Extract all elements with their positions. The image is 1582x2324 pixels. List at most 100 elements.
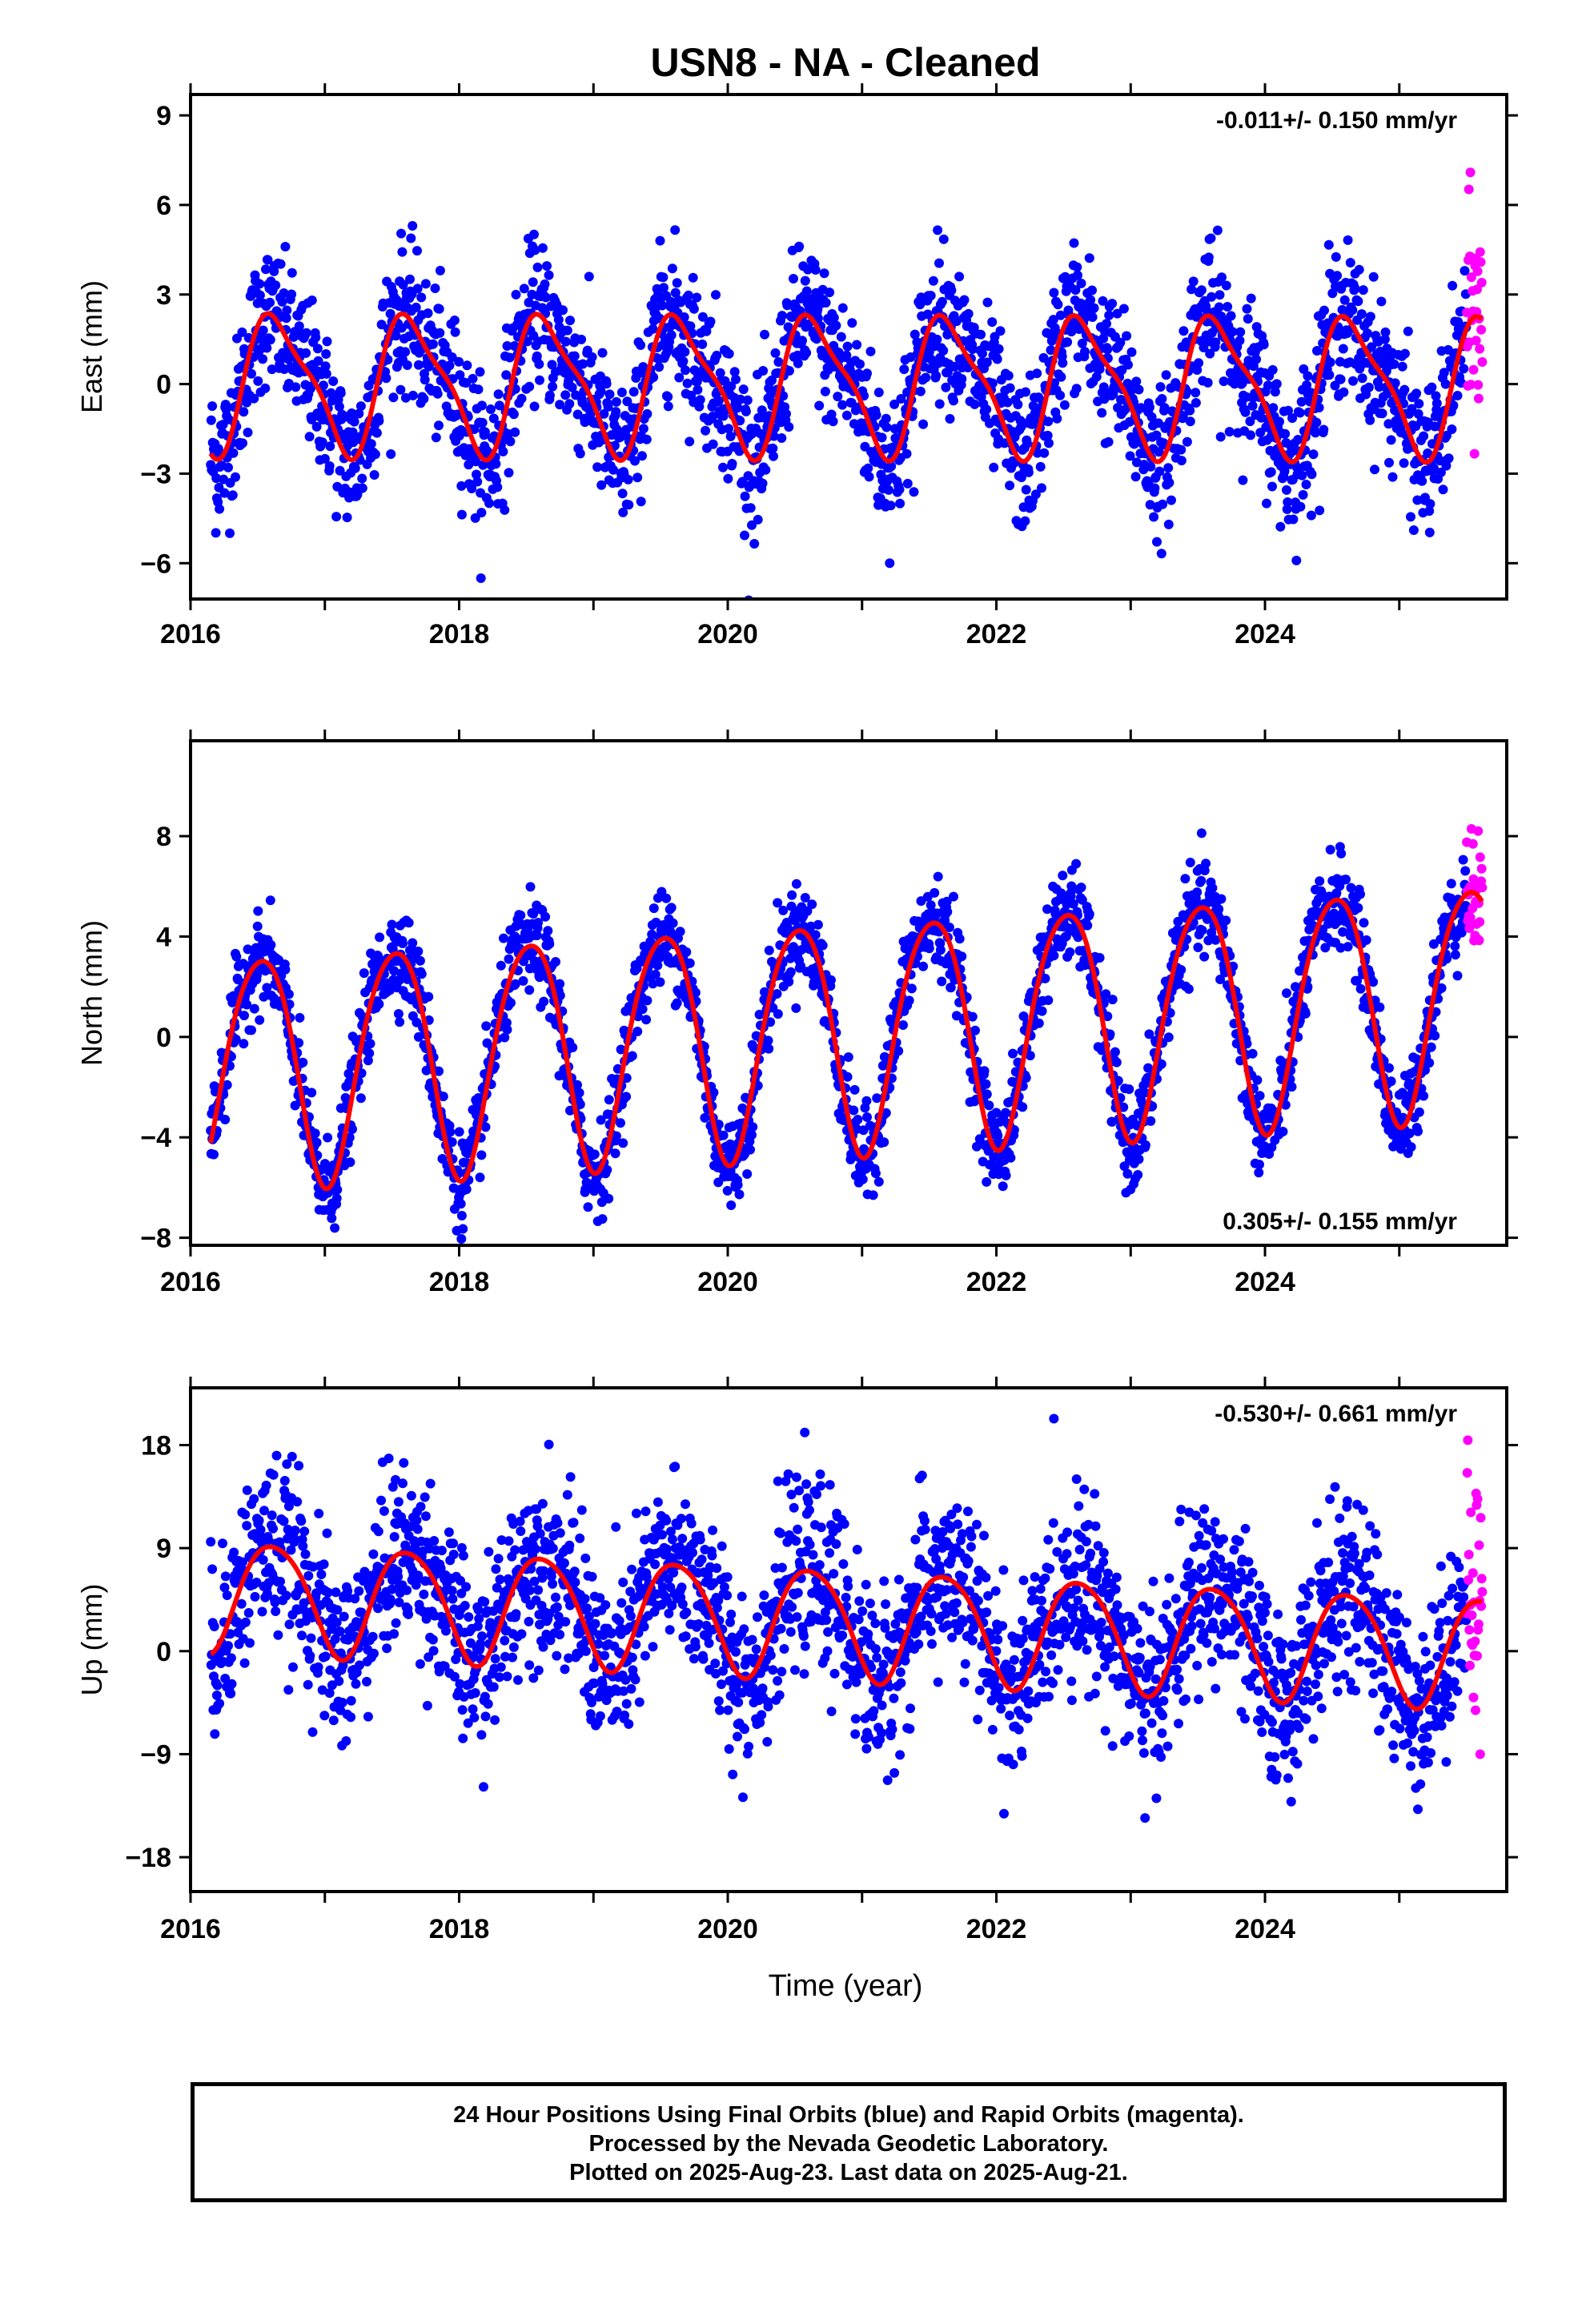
final-orbit-point: [807, 899, 817, 910]
final-orbit-point: [275, 259, 286, 269]
final-orbit-point: [389, 966, 400, 976]
final-orbit-point: [1158, 499, 1168, 509]
final-orbit-point: [222, 1080, 232, 1090]
final-orbit-point: [793, 358, 803, 368]
final-orbit-point: [864, 472, 874, 482]
final-orbit-point: [1363, 382, 1374, 392]
final-orbit-point: [1324, 370, 1335, 380]
final-orbit-point: [722, 1185, 733, 1196]
final-orbit-point: [1110, 1047, 1120, 1057]
final-orbit-point: [791, 1003, 801, 1013]
final-orbit-point: [342, 513, 352, 523]
final-orbit-point: [741, 406, 751, 416]
rapid-orbit-point: [1465, 167, 1476, 178]
final-orbit-point: [1156, 549, 1166, 559]
final-orbit-point: [253, 906, 263, 916]
final-orbit-point: [1043, 995, 1054, 1005]
final-orbit-point: [462, 360, 472, 371]
final-orbit-point: [1025, 1051, 1035, 1061]
final-orbit-point: [724, 424, 733, 434]
final-orbit-point: [1118, 304, 1129, 314]
final-orbit-point: [1353, 903, 1363, 913]
y-tick-label: −3: [140, 459, 171, 489]
final-orbit-point: [271, 280, 281, 291]
final-orbit-point: [467, 484, 477, 493]
final-orbit-point: [933, 225, 943, 235]
final-orbit-point: [1059, 400, 1070, 410]
final-orbit-point: [445, 1127, 456, 1137]
final-orbit-point: [1300, 1008, 1311, 1019]
final-orbit-point: [261, 264, 271, 275]
final-orbit-point: [632, 963, 642, 974]
final-orbit-point: [855, 359, 865, 369]
final-orbit-point: [1066, 881, 1077, 891]
final-orbit-point: [484, 498, 494, 509]
final-orbit-point: [666, 903, 677, 913]
final-orbit-point: [555, 991, 565, 1001]
final-orbit-point: [942, 907, 953, 917]
final-orbit-point: [375, 932, 385, 943]
final-orbit-point: [567, 382, 577, 392]
final-orbit-point: [773, 898, 783, 908]
final-orbit-point: [992, 354, 1002, 364]
final-orbit-point: [989, 462, 999, 472]
final-orbit-point: [841, 410, 852, 420]
final-orbit-point: [826, 975, 836, 985]
final-orbit-point: [1339, 295, 1350, 305]
final-orbit-point: [1126, 347, 1137, 357]
final-orbit-point: [718, 462, 728, 472]
final-orbit-point: [1087, 285, 1097, 296]
final-orbit-point: [231, 951, 242, 962]
final-orbit-point: [565, 316, 575, 326]
final-orbit-point: [1408, 525, 1419, 535]
final-orbit-point: [995, 326, 1006, 336]
final-orbit-point: [713, 396, 724, 406]
final-orbit-point: [1185, 858, 1195, 867]
final-orbit-point: [1406, 1142, 1416, 1152]
final-orbit-point: [447, 352, 457, 362]
final-orbit-point: [1001, 1170, 1011, 1180]
final-orbit-point: [1227, 327, 1238, 337]
final-orbit-point: [405, 274, 415, 284]
final-orbit-point: [1315, 876, 1325, 887]
final-orbit-point: [642, 408, 652, 419]
final-orbit-point: [970, 1025, 980, 1035]
final-orbit-point: [796, 961, 805, 971]
final-orbit-point: [311, 1137, 322, 1148]
final-orbit-point: [1104, 310, 1114, 320]
final-orbit-point: [280, 242, 291, 251]
final-orbit-point: [1073, 270, 1082, 280]
final-orbit-point: [505, 436, 516, 447]
final-orbit-point: [1134, 1154, 1144, 1164]
figure-title: USN8 - NA - Cleaned: [650, 40, 1040, 85]
final-orbit-point: [584, 271, 594, 282]
final-orbit-point: [1049, 951, 1059, 961]
final-orbit-point: [1291, 555, 1302, 565]
final-orbit-point: [430, 283, 440, 293]
fitted-seasonal-trend-line: [208, 311, 1484, 465]
final-orbit-point: [1105, 1029, 1115, 1039]
final-orbit-point: [1111, 1057, 1122, 1068]
rapid-orbit-point: [1474, 935, 1484, 946]
final-orbit-point: [1263, 380, 1273, 391]
final-orbit-point: [749, 539, 760, 549]
final-orbit-point: [1044, 438, 1054, 448]
final-orbit-point: [902, 478, 913, 489]
final-orbit-point: [1235, 336, 1245, 346]
final-orbit-point: [1370, 464, 1379, 475]
final-orbit-point: [1214, 904, 1224, 915]
rapid-orbit-point: [1476, 257, 1486, 267]
final-orbit-point: [568, 1043, 578, 1052]
final-orbit-point: [1212, 225, 1223, 235]
final-orbit-point: [381, 373, 391, 384]
final-orbit-point: [1278, 1127, 1288, 1136]
rapid-orbit-point: [1473, 393, 1484, 404]
final-orbit-point: [685, 958, 695, 968]
final-orbit-point: [1032, 448, 1042, 458]
final-orbit-point: [540, 911, 551, 922]
final-orbit-point: [231, 472, 240, 482]
final-orbit-point: [1343, 235, 1353, 245]
final-orbit-point: [942, 329, 953, 340]
final-orbit-point: [602, 1164, 612, 1175]
final-orbit-point: [219, 488, 230, 498]
